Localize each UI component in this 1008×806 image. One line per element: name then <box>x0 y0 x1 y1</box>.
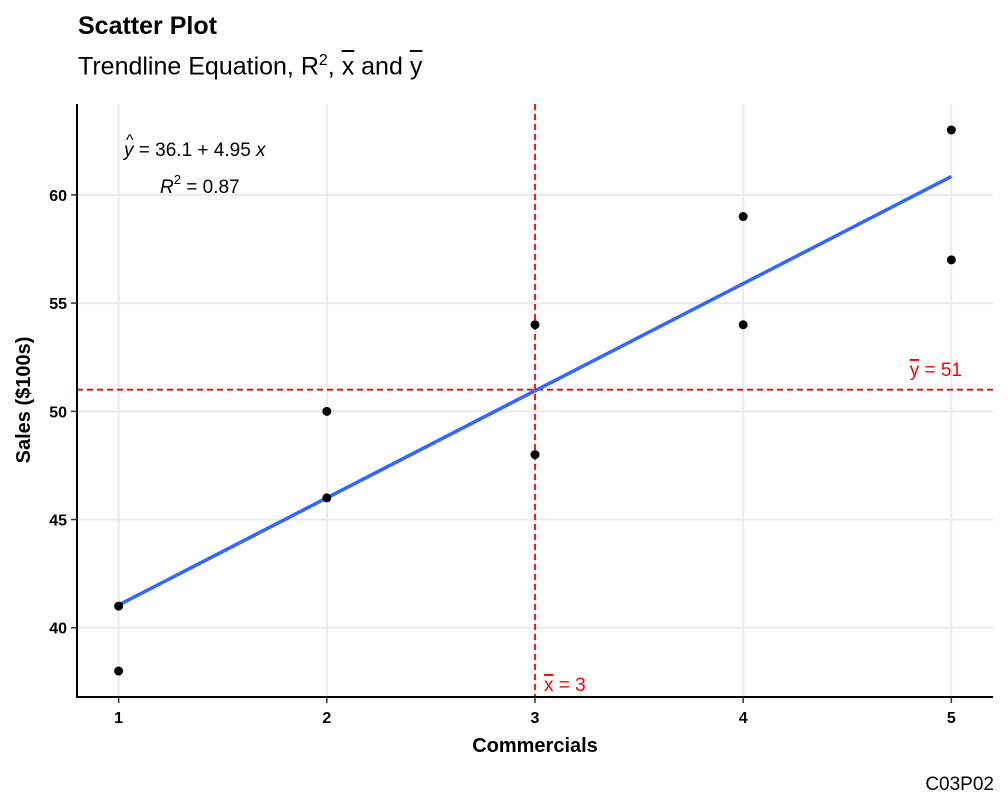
x-tick-label: 4 <box>739 710 748 727</box>
y-tick-label: 50 <box>49 404 67 421</box>
data-point <box>322 493 332 503</box>
data-point <box>530 320 540 330</box>
y-tick-label: 45 <box>49 513 67 530</box>
data-point <box>946 125 956 135</box>
yhat-hat: ^ <box>126 132 134 149</box>
data-point <box>114 601 124 611</box>
data-point <box>322 406 332 416</box>
y-tick-label: 55 <box>49 296 67 313</box>
y-bar-label: y = 51 <box>910 360 962 381</box>
data-point <box>114 666 124 676</box>
data-point <box>946 255 956 265</box>
x-tick-label: 2 <box>322 710 331 727</box>
data-point <box>530 450 540 460</box>
chart-marks <box>77 104 993 697</box>
trendline-equation: y = 36.1 + 4.95 x ^ R2 = 0.87 <box>122 132 267 198</box>
r-squared-line: R2 = 0.87 <box>160 172 240 198</box>
y-tick-label: 40 <box>49 621 67 638</box>
x-tick-label: 1 <box>114 710 123 727</box>
y-axis-label: Sales ($100s) <box>13 337 35 464</box>
axes <box>71 104 993 703</box>
x-tick-label: 5 <box>947 710 956 727</box>
chart-subtitle: Trendline Equation, R2, x and y <box>78 52 423 81</box>
grid-lines <box>77 104 993 697</box>
chart-caption: C03P02 <box>925 774 994 795</box>
data-point <box>738 320 748 330</box>
data-point <box>738 212 748 222</box>
chart-title: Scatter Plot <box>78 12 217 40</box>
x-tick-label: 3 <box>531 710 540 727</box>
y-tick-label: 60 <box>49 188 67 205</box>
equation-line: y = 36.1 + 4.95 x <box>122 140 267 161</box>
x-axis-label: Commercials <box>472 735 598 757</box>
trendline <box>117 174 953 607</box>
x-bar-label: x = 3 <box>544 675 586 696</box>
